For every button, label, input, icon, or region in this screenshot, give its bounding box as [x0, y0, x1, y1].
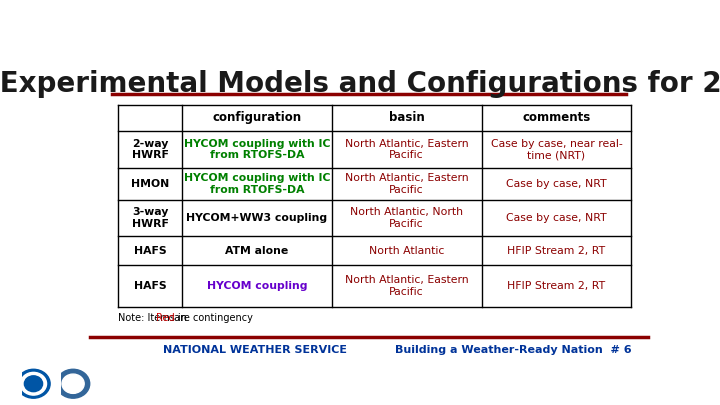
- Text: North Atlantic, North
Pacific: North Atlantic, North Pacific: [350, 207, 463, 229]
- Text: Case by case, NRT: Case by case, NRT: [506, 179, 607, 189]
- Text: HAFS: HAFS: [134, 246, 166, 256]
- Text: HMON: HMON: [131, 179, 169, 189]
- Text: HYCOM coupling with IC
from RTOFS-DA: HYCOM coupling with IC from RTOFS-DA: [184, 173, 330, 194]
- Text: Case by case, NRT: Case by case, NRT: [506, 213, 607, 223]
- Circle shape: [24, 376, 42, 392]
- Text: Case by case, near real-
time (NRT): Case by case, near real- time (NRT): [490, 139, 622, 160]
- Text: North Atlantic, Eastern
Pacific: North Atlantic, Eastern Pacific: [345, 275, 469, 297]
- Text: Building a Weather-Ready Nation  # 6: Building a Weather-Ready Nation # 6: [395, 345, 631, 354]
- Text: Note: Items in: Note: Items in: [118, 313, 190, 323]
- Text: configuration: configuration: [212, 111, 302, 124]
- Text: HFIP Stream 2, RT: HFIP Stream 2, RT: [508, 246, 606, 256]
- Circle shape: [62, 374, 84, 393]
- Text: basin: basin: [389, 111, 425, 124]
- Text: Red: Red: [156, 313, 175, 323]
- Circle shape: [20, 372, 47, 395]
- Text: HYCOM+WW3 coupling: HYCOM+WW3 coupling: [186, 213, 328, 223]
- Circle shape: [17, 369, 50, 398]
- Text: HAFS: HAFS: [134, 281, 166, 291]
- Text: North Atlantic, Eastern
Pacific: North Atlantic, Eastern Pacific: [345, 139, 469, 160]
- Text: 3-way
HWRF: 3-way HWRF: [132, 207, 168, 229]
- Text: North Atlantic: North Atlantic: [369, 246, 444, 256]
- Text: HFIP Stream 2, RT: HFIP Stream 2, RT: [508, 281, 606, 291]
- Text: HYCOM coupling: HYCOM coupling: [207, 281, 307, 291]
- Text: ATM alone: ATM alone: [225, 246, 289, 256]
- Text: 2-way
HWRF: 2-way HWRF: [132, 139, 168, 160]
- Circle shape: [56, 369, 90, 398]
- Text: NATIONAL WEATHER SERVICE: NATIONAL WEATHER SERVICE: [163, 345, 346, 354]
- Text: HYCOM coupling with IC
from RTOFS-DA: HYCOM coupling with IC from RTOFS-DA: [184, 139, 330, 160]
- Text: North Atlantic, Eastern
Pacific: North Atlantic, Eastern Pacific: [345, 173, 469, 194]
- Text: 2) Experimental Models and Configurations for 2020: 2) Experimental Models and Configuration…: [0, 70, 720, 98]
- Text: comments: comments: [522, 111, 590, 124]
- Text: are contingency: are contingency: [171, 313, 253, 323]
